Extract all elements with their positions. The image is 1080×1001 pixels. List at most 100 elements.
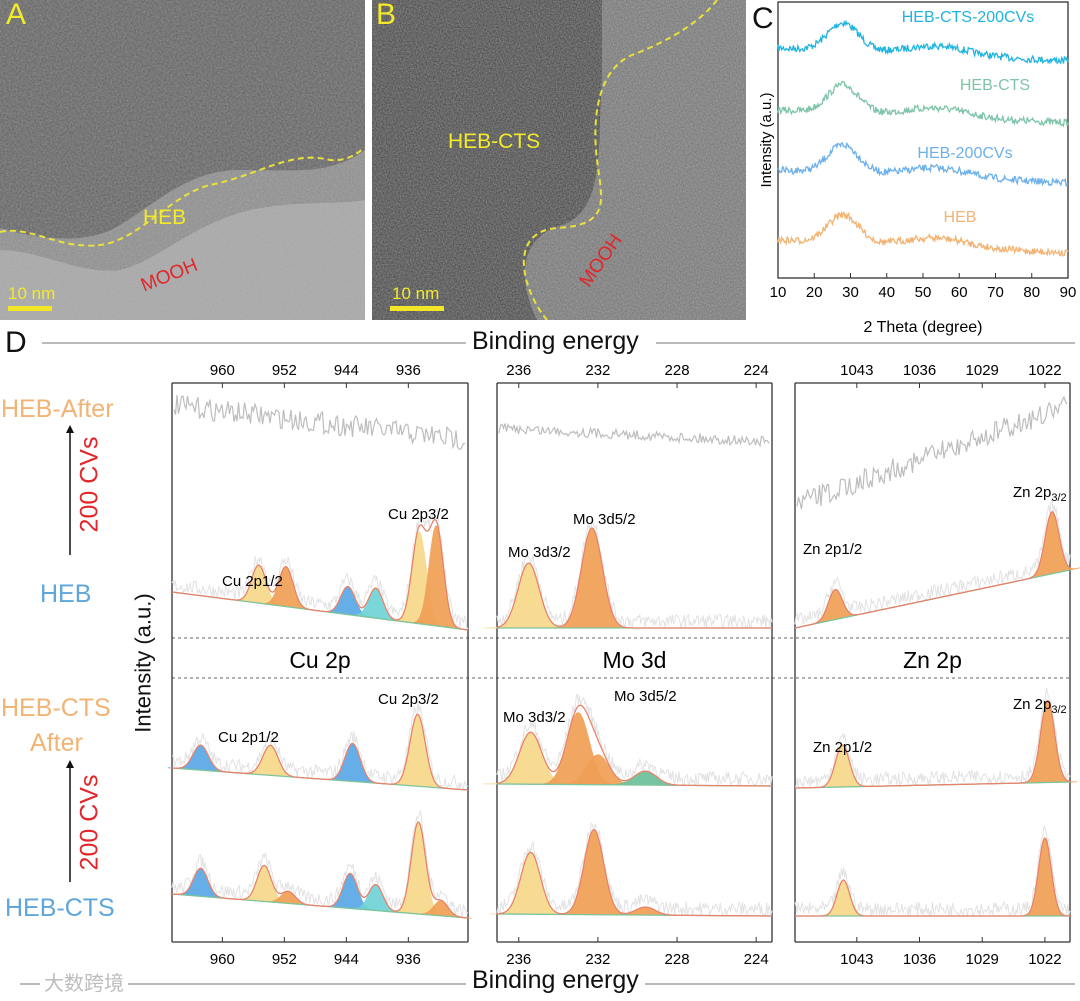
scale-bar <box>8 306 52 311</box>
y-axis-label: Intensity (a.u.) <box>760 92 775 187</box>
panel-letter-b: B <box>376 0 397 31</box>
label-200cvs-lower: 200 CVs <box>75 774 104 871</box>
x-tick-label: 40 <box>878 284 895 301</box>
fit-envelope <box>795 837 1071 917</box>
bottom-tick-label: 224 <box>744 951 769 968</box>
series-label: HEB <box>944 209 977 226</box>
fit-peak-orange <box>805 589 865 627</box>
top-tick-label: 1043 <box>840 362 873 379</box>
raw-spectrum <box>171 809 469 917</box>
region-title: Zn 2p <box>903 647 962 673</box>
peak-label-subscript: 3/2 <box>1051 492 1066 504</box>
footer-binding-energy: Binding energy <box>466 966 645 995</box>
label-heb-after: HEB-After <box>1 395 114 423</box>
xrd-series-0 <box>777 19 1069 65</box>
top-tick-label: 224 <box>744 362 769 379</box>
x-tick-label: 20 <box>806 284 823 301</box>
bottom-tick-label: 936 <box>396 951 421 968</box>
scale-bar-label: 10 nm <box>8 284 56 303</box>
series-label: HEB-CTS-200CVs <box>902 9 1034 26</box>
raw-spectrum-after <box>173 395 466 450</box>
peak-label: Mo 3d3/2 <box>508 544 571 561</box>
raw-spectrum <box>794 498 1071 625</box>
raw-spectrum <box>171 508 469 631</box>
tem-image-heb: A HEB MOOH 10 nm <box>0 0 365 320</box>
fit-envelope <box>795 699 1071 789</box>
raw-spectrum <box>496 693 773 787</box>
interface-line <box>0 147 365 247</box>
fit-envelope <box>172 713 469 791</box>
raw-spectrum <box>794 824 1071 918</box>
peak-label: Zn 2p3/2 <box>1013 484 1067 504</box>
bottom-tick-label: 1036 <box>903 951 936 968</box>
top-tick-label: 1029 <box>966 362 999 379</box>
xrd-chart: 10 20 30 40 50 60 70 80 90 2 Theta (degree) Intens… <box>760 1 1076 336</box>
region-title: Mo 3d <box>603 647 667 673</box>
panel-letter-d: D <box>5 326 27 359</box>
bottom-tick-label: 1029 <box>966 951 999 968</box>
x-tick-label: 70 <box>987 284 1004 301</box>
top-tick-label: 944 <box>334 362 359 379</box>
label-heb-cts: HEB-CTS <box>5 894 115 922</box>
arrow-head-icon <box>66 425 74 433</box>
peak-label: Cu 2p1/2 <box>222 573 283 590</box>
watermark: 大数跨境 <box>40 967 128 996</box>
xrd-series-1 <box>777 80 1069 128</box>
fit-envelope <box>794 511 1071 629</box>
bottom-tick-label: 944 <box>334 951 359 968</box>
x-tick-label: 60 <box>951 284 968 301</box>
label-heb-cts-after-1: HEB-CTS <box>1 694 111 722</box>
fit-envelope <box>496 704 772 787</box>
region-cu-2p: 960 960 952 952 944 944 936 936 Cu 2p Cu 2p1/2 Cu … <box>168 362 473 968</box>
peak-label: Mo 3d5/2 <box>614 688 677 705</box>
bottom-tick-label: 236 <box>506 951 531 968</box>
x-tick-label: 80 <box>1023 284 1040 301</box>
peak-label: Zn 2p3/2 <box>1013 696 1067 716</box>
arrow-head-icon <box>66 760 74 768</box>
scale-bar-label: 10 nm <box>392 284 440 303</box>
x-tick-label: 30 <box>842 284 859 301</box>
fit-peak-blue <box>319 742 386 785</box>
tem-image-heb-cts: B HEB-CTS MOOH 10 nm <box>372 0 746 320</box>
region-zn-2p: 1043 1043 1036 1036 1029 1029 1022 1022 Zn 2p Zn … <box>794 362 1080 968</box>
fit-envelope <box>496 527 772 629</box>
top-tick-label: 228 <box>665 362 690 379</box>
x-axis-label: 2 Theta (degree) <box>864 319 983 336</box>
peak-label: Mo 3d3/2 <box>503 709 566 726</box>
panel-letter-c: C <box>752 2 774 35</box>
raw-spectrum-after <box>498 422 770 448</box>
peak-label: Zn 2p1/2 <box>813 739 872 756</box>
fit-envelope <box>171 518 469 631</box>
top-tick-label: 1036 <box>903 362 936 379</box>
top-tick-label: 952 <box>272 362 297 379</box>
scale-bar <box>390 306 444 311</box>
label-bg <box>275 640 365 676</box>
label-heb: HEB <box>40 580 92 608</box>
series-label: HEB-200CVs <box>917 145 1012 162</box>
bottom-tick-label: 228 <box>665 951 690 968</box>
xps-chart: 960 960 952 952 944 944 936 936 Cu 2p Cu 2p1/2 Cu … <box>20 342 1080 985</box>
top-tick-label: 1022 <box>1028 362 1061 379</box>
peak-label: Mo 3d5/2 <box>573 511 636 528</box>
label-bg <box>589 640 680 676</box>
bottom-tick-label: 1043 <box>840 951 873 968</box>
label-bg <box>887 640 978 676</box>
bottom-tick-label: 952 <box>272 951 297 968</box>
xrd-series-2 <box>777 142 1069 188</box>
panel-letter-a: A <box>6 0 27 31</box>
raw-spectrum <box>171 701 469 791</box>
header-binding-energy: Binding energy <box>466 327 645 356</box>
peak-label: Zn 2p1/2 <box>803 541 862 558</box>
bottom-tick-label: 1022 <box>1028 951 1061 968</box>
interface-line <box>522 0 718 320</box>
top-tick-label: 936 <box>396 362 421 379</box>
raw-spectrum <box>795 687 1071 789</box>
top-tick-label: 232 <box>585 362 610 379</box>
raw-spectrum-after <box>796 395 1068 510</box>
region-title: Cu 2p <box>289 647 350 673</box>
peak-label: Cu 2p3/2 <box>378 691 439 708</box>
fit-envelope <box>171 821 469 919</box>
y-axis-label: Intensity (a.u.) <box>130 593 156 733</box>
x-tick-label: 50 <box>915 284 932 301</box>
